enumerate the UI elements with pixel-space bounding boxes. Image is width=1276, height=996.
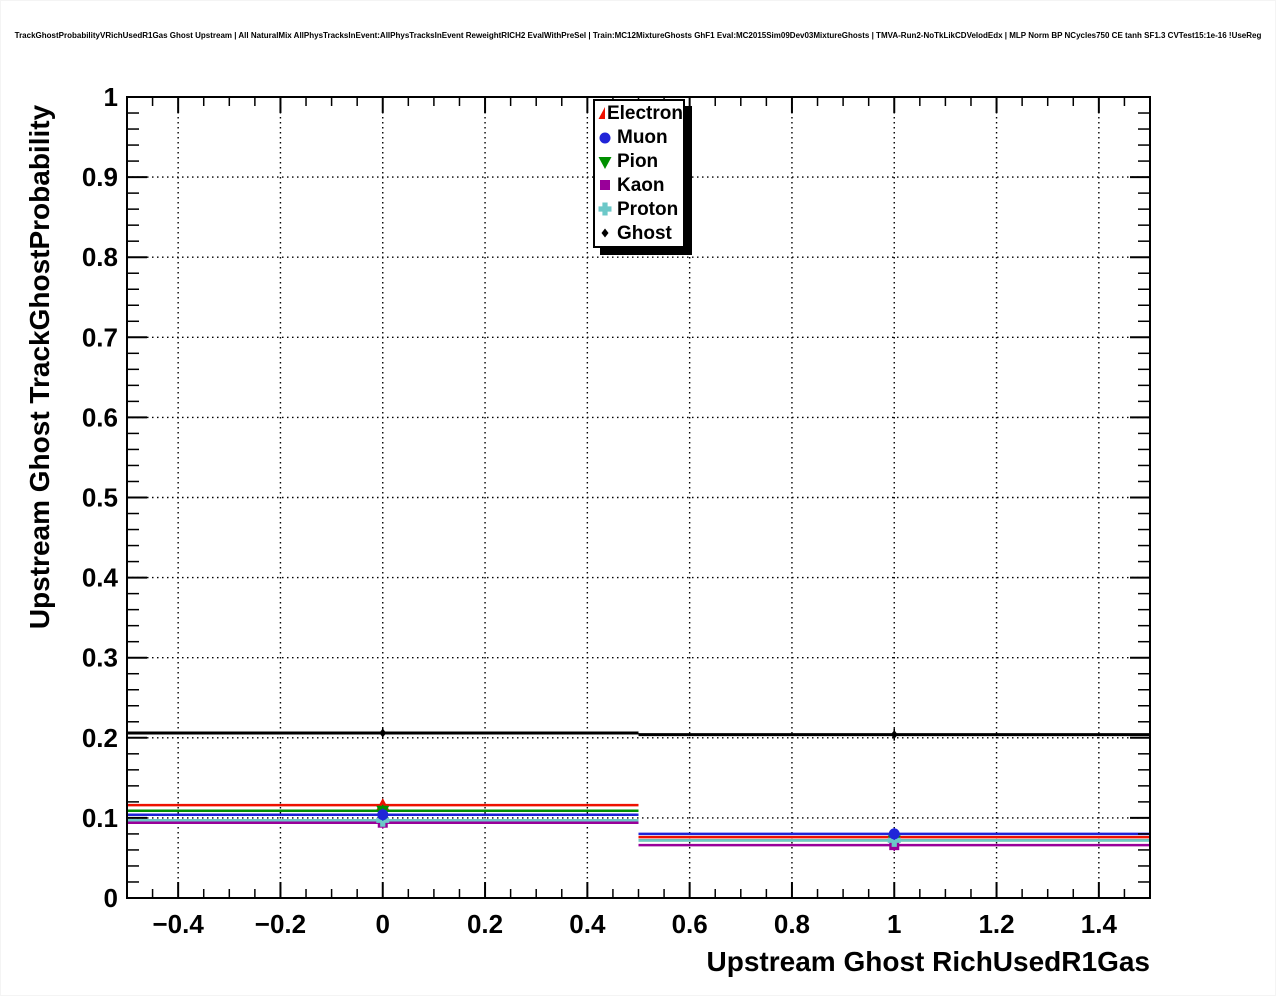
legend-item-ghost: Ghost [597,222,683,245]
cross-marker [598,202,612,216]
legend-label: Electron [606,103,683,125]
x-tick-label: 1.4 [1081,909,1118,939]
circle-icon [599,132,611,144]
diamond-icon [601,228,609,238]
legend-item-kaon: Kaon [597,174,683,197]
series-muon [127,808,1150,840]
circle-marker [377,809,389,821]
y-tick-label: 0.3 [82,643,118,673]
triangle-up-icon [598,106,605,119]
legend-item-pion: Pion [597,150,683,173]
y-tick-label: 0.5 [82,483,118,513]
x-tick-label: −0.4 [152,909,204,939]
diamond-marker [379,728,387,738]
legend-box: Electron Muon Pion Kaon Proton Ghost [593,99,685,248]
circle-marker [599,132,611,144]
square-icon [600,180,610,191]
x-tick-labels: −0.4 −0.2 0 0.2 0.4 0.6 0.8 1 1.2 1.4 [152,909,1117,939]
y-tick-label: 0.7 [82,322,118,352]
diamond-marker [601,228,609,238]
y-tick-label: 0.8 [82,242,118,272]
y-tick-label: 0.1 [82,803,118,833]
square-marker [600,180,610,191]
y-tick-label: 0.6 [82,402,118,432]
y-tick-label: 0 [104,883,118,913]
x-tick-label: 0.4 [569,909,606,939]
y-tick-label: 0.9 [82,162,118,192]
series-ghost [127,726,1150,741]
y-tick-label: 1 [104,82,118,112]
triangle-down-icon [598,156,612,169]
y-tick-label: 0.4 [82,563,119,593]
grid-lines [127,97,1150,898]
x-tick-label: 0.2 [467,909,503,939]
cross-marker [887,833,901,847]
y-tick-labels: 0 0.1 0.2 0.3 0.4 0.5 0.6 0.7 0.8 0.9 1 [82,82,119,913]
x-tick-label: 0.8 [774,909,810,939]
x-tick-label: 1 [887,909,901,939]
legend-label: Pion [617,151,659,173]
cross-icon [598,202,612,216]
legend-label: Kaon [617,174,665,196]
legend-item-electron: Electron [597,102,683,125]
legend-label: Muon [617,127,668,149]
x-tick-label: 0.6 [672,909,708,939]
plot-title: TrackGhostProbabilityVRichUsedR1Gas Ghos… [14,31,1262,40]
legend-label: Ghost [617,222,672,244]
diamond-marker [890,730,898,740]
legend-label: Proton [617,198,679,220]
x-tick-label: −0.2 [255,909,306,939]
legend-item-proton: Proton [597,198,683,221]
triangle-down-marker [598,156,612,169]
y-tick-label: 0.2 [82,723,118,753]
y-axis-title: Upstream Ghost TrackGhostProbability [24,104,55,630]
triangle-up-marker [598,106,605,119]
x-tick-label: 0 [376,909,390,939]
circle-marker [888,828,900,840]
x-axis-title: Upstream Ghost RichUsedR1Gas [706,946,1150,977]
axis-ticks [127,96,1150,899]
legend-item-muon: Muon [597,126,683,149]
series-proton [127,813,1150,847]
x-tick-label: 1.2 [978,909,1014,939]
